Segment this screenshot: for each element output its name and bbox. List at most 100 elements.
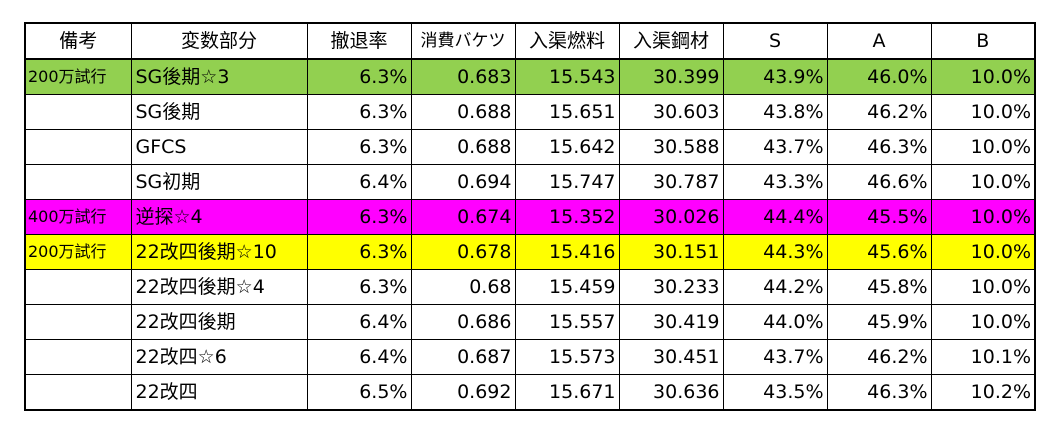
cell-bucket[interactable]: 0.688 <box>410 129 516 165</box>
cell-note[interactable] <box>24 304 132 340</box>
cell-retreat[interactable]: 6.4% <box>306 304 412 340</box>
header-fuel[interactable]: 入渠燃料 <box>514 22 620 60</box>
cell-retreat[interactable]: 6.3% <box>306 199 412 235</box>
cell-retreat[interactable]: 6.3% <box>306 94 412 130</box>
header-bucket[interactable]: 消費バケツ <box>410 22 516 60</box>
cell-steel[interactable]: 30.451 <box>618 339 724 375</box>
cell-steel[interactable]: 30.787 <box>618 164 724 200</box>
cell-bucket[interactable]: 0.694 <box>410 164 516 200</box>
cell-retreat[interactable]: 6.3% <box>306 234 412 270</box>
cell-a[interactable]: 46.2% <box>826 339 932 375</box>
cell-b[interactable]: 10.2% <box>930 374 1036 411</box>
cell-note[interactable] <box>24 129 132 165</box>
cell-retreat[interactable]: 6.3% <box>306 269 412 305</box>
cell-steel[interactable]: 30.603 <box>618 94 724 130</box>
cell-note[interactable] <box>24 339 132 375</box>
cell-bucket[interactable]: 0.683 <box>410 58 516 95</box>
cell-a[interactable]: 46.3% <box>826 129 932 165</box>
cell-b[interactable]: 10.0% <box>930 199 1036 235</box>
header-s[interactable]: S <box>722 22 828 60</box>
cell-note[interactable] <box>24 94 132 130</box>
cell-a[interactable]: 45.8% <box>826 269 932 305</box>
cell-bucket[interactable]: 0.674 <box>410 199 516 235</box>
header-steel[interactable]: 入渠鋼材 <box>618 22 724 60</box>
cell-variant[interactable]: 22改四☆6 <box>130 339 308 375</box>
cell-bucket[interactable]: 0.692 <box>410 374 516 411</box>
cell-variant[interactable]: SG初期 <box>130 164 308 200</box>
cell-s[interactable]: 43.8% <box>722 94 828 130</box>
cell-fuel[interactable]: 15.416 <box>514 234 620 270</box>
cell-variant[interactable]: 22改四 <box>130 374 308 411</box>
cell-steel[interactable]: 30.399 <box>618 58 724 95</box>
cell-s[interactable]: 43.7% <box>722 339 828 375</box>
cell-fuel[interactable]: 15.352 <box>514 199 620 235</box>
cell-variant[interactable]: 逆探☆4 <box>130 199 308 235</box>
cell-b[interactable]: 10.1% <box>930 339 1036 375</box>
cell-variant[interactable]: GFCS <box>130 129 308 165</box>
cell-s[interactable]: 43.5% <box>722 374 828 411</box>
cell-steel[interactable]: 30.636 <box>618 374 724 411</box>
cell-retreat[interactable]: 6.5% <box>306 374 412 411</box>
cell-steel[interactable]: 30.419 <box>618 304 724 340</box>
header-a[interactable]: A <box>826 22 932 60</box>
cell-s[interactable]: 43.9% <box>722 58 828 95</box>
cell-note[interactable] <box>24 374 132 411</box>
cell-b[interactable]: 10.0% <box>930 94 1036 130</box>
cell-a[interactable]: 45.9% <box>826 304 932 340</box>
cell-s[interactable]: 44.3% <box>722 234 828 270</box>
cell-fuel[interactable]: 15.747 <box>514 164 620 200</box>
cell-note[interactable]: 200万試行 <box>24 234 132 270</box>
cell-bucket[interactable]: 0.688 <box>410 94 516 130</box>
cell-s[interactable]: 43.7% <box>722 129 828 165</box>
cell-steel[interactable]: 30.151 <box>618 234 724 270</box>
cell-b[interactable]: 10.0% <box>930 234 1036 270</box>
cell-b[interactable]: 10.0% <box>930 129 1036 165</box>
cell-note[interactable] <box>24 164 132 200</box>
cell-a[interactable]: 45.6% <box>826 234 932 270</box>
cell-note[interactable] <box>24 269 132 305</box>
cell-fuel[interactable]: 15.642 <box>514 129 620 165</box>
cell-bucket[interactable]: 0.68 <box>410 269 516 305</box>
cell-a[interactable]: 46.2% <box>826 94 932 130</box>
cell-variant[interactable]: 22改四後期☆4 <box>130 269 308 305</box>
header-note[interactable]: 備考 <box>24 22 132 60</box>
cell-variant[interactable]: SG後期 <box>130 94 308 130</box>
cell-s[interactable]: 44.4% <box>722 199 828 235</box>
cell-fuel[interactable]: 15.543 <box>514 58 620 95</box>
cell-a[interactable]: 46.6% <box>826 164 932 200</box>
cell-variant[interactable]: SG後期☆3 <box>130 58 308 95</box>
cell-b[interactable]: 10.0% <box>930 304 1036 340</box>
cell-a[interactable]: 46.0% <box>826 58 932 95</box>
cell-fuel[interactable]: 15.459 <box>514 269 620 305</box>
cell-fuel[interactable]: 15.671 <box>514 374 620 411</box>
cell-b[interactable]: 10.0% <box>930 269 1036 305</box>
header-variant[interactable]: 変数部分 <box>130 22 308 60</box>
cell-retreat[interactable]: 6.3% <box>306 129 412 165</box>
cell-b[interactable]: 10.0% <box>930 164 1036 200</box>
cell-bucket[interactable]: 0.687 <box>410 339 516 375</box>
cell-note[interactable]: 400万試行 <box>24 199 132 235</box>
cell-a[interactable]: 46.3% <box>826 374 932 411</box>
cell-s[interactable]: 44.0% <box>722 304 828 340</box>
table-row: SG初期 6.4% 0.694 15.747 30.787 43.3% 46.6% 10.0% <box>24 164 1036 200</box>
cell-b[interactable]: 10.0% <box>930 58 1036 95</box>
header-retreat[interactable]: 撤退率 <box>306 22 412 60</box>
cell-steel[interactable]: 30.588 <box>618 129 724 165</box>
cell-retreat[interactable]: 6.4% <box>306 339 412 375</box>
cell-note[interactable]: 200万試行 <box>24 58 132 95</box>
cell-a[interactable]: 45.5% <box>826 199 932 235</box>
cell-fuel[interactable]: 15.557 <box>514 304 620 340</box>
cell-bucket[interactable]: 0.678 <box>410 234 516 270</box>
cell-s[interactable]: 44.2% <box>722 269 828 305</box>
cell-variant[interactable]: 22改四後期 <box>130 304 308 340</box>
cell-retreat[interactable]: 6.3% <box>306 58 412 95</box>
cell-steel[interactable]: 30.233 <box>618 269 724 305</box>
cell-s[interactable]: 43.3% <box>722 164 828 200</box>
header-b[interactable]: B <box>930 22 1036 60</box>
cell-fuel[interactable]: 15.573 <box>514 339 620 375</box>
cell-steel[interactable]: 30.026 <box>618 199 724 235</box>
cell-fuel[interactable]: 15.651 <box>514 94 620 130</box>
cell-bucket[interactable]: 0.686 <box>410 304 516 340</box>
cell-retreat[interactable]: 6.4% <box>306 164 412 200</box>
cell-variant[interactable]: 22改四後期☆10 <box>130 234 308 270</box>
